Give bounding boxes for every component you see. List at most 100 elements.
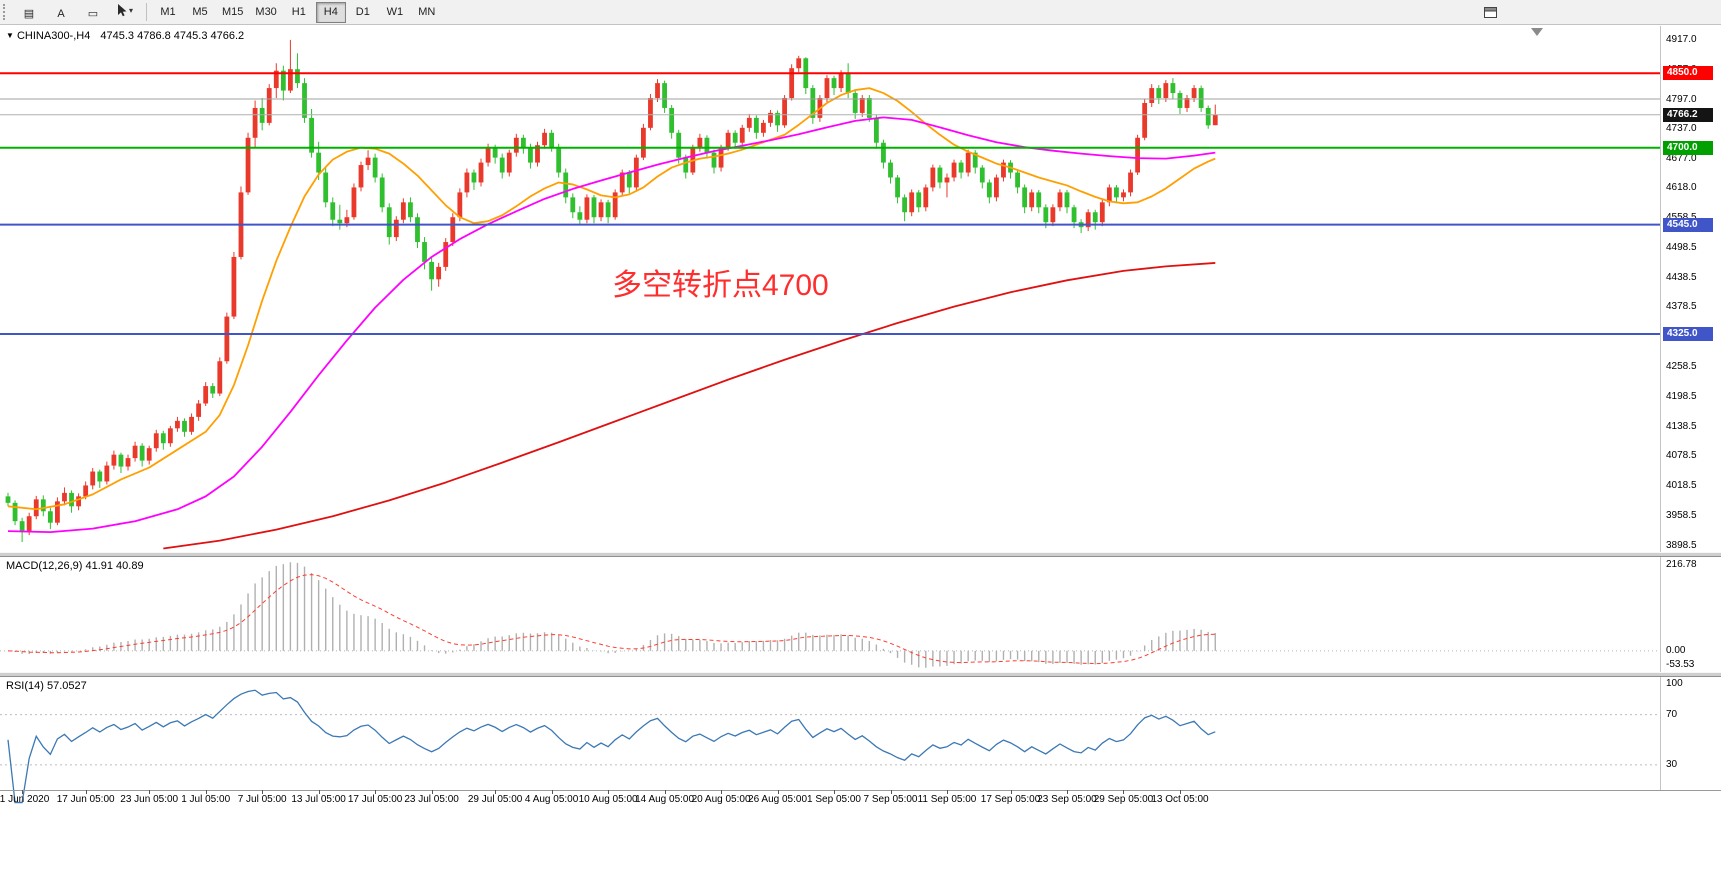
candle <box>323 167 329 208</box>
x-axis-tick <box>149 790 151 794</box>
candle <box>189 413 194 435</box>
candle <box>344 209 350 228</box>
symbol-text: CHINA300-,H4 <box>16 30 91 42</box>
toolbar-grip[interactable] <box>3 4 8 20</box>
candle <box>1071 204 1077 229</box>
y-axis-label: 4797.0 <box>1666 93 1697 105</box>
candle <box>160 430 166 450</box>
chart-annotation-text[interactable]: 多空转折点4700 <box>612 269 829 302</box>
candle <box>90 468 96 490</box>
x-axis-label: 17 Sep 05:00 <box>980 794 1041 805</box>
candle <box>1156 85 1162 104</box>
timeframe-mn-button[interactable]: MN <box>418 6 436 18</box>
candle <box>1099 199 1105 227</box>
candle <box>803 57 809 95</box>
x-axis-tick <box>495 790 497 794</box>
pane-divider[interactable] <box>0 672 1721 677</box>
candle <box>513 133 519 157</box>
candle <box>549 129 555 152</box>
candle <box>1029 189 1035 212</box>
candle <box>683 154 689 179</box>
x-axis-tick <box>205 790 207 794</box>
y-axis-label: 4917.0 <box>1666 33 1697 45</box>
x-axis-tick <box>834 790 836 794</box>
cursor-tool[interactable]: ▾ <box>110 0 140 21</box>
x-axis-label: 14 Aug 05:00 <box>635 794 695 805</box>
ohlc-values: 4745.3 4786.8 4745.3 4766.2 <box>100 30 245 42</box>
candle <box>422 237 427 270</box>
x-axis-tick <box>721 790 723 794</box>
x-axis-tick <box>375 790 377 794</box>
candle <box>944 173 950 198</box>
candle <box>697 133 703 152</box>
symbol-dropdown-icon[interactable]: ▼ <box>6 31 14 40</box>
candle <box>1205 105 1211 129</box>
y-axis-label: 4078.5 <box>1666 450 1697 462</box>
candle <box>605 199 611 224</box>
chart-bars-tool[interactable]: ▤ <box>23 7 35 20</box>
candle <box>633 154 639 190</box>
candle <box>1057 189 1063 212</box>
candle <box>824 75 830 102</box>
timeframe-m15-button[interactable]: M15 <box>222 6 244 18</box>
candle <box>1163 80 1169 102</box>
chart-shift-marker[interactable] <box>1531 28 1543 36</box>
price-axis-border <box>1660 26 1661 790</box>
candle <box>252 100 258 148</box>
candle <box>852 90 858 119</box>
timeframe-h1-button[interactable]: H1 <box>291 6 306 18</box>
text-annotation-tool[interactable]: A <box>57 7 65 20</box>
candle <box>753 115 759 139</box>
shapes-tool[interactable]: ▭ <box>87 7 99 20</box>
candle <box>994 174 999 202</box>
x-axis-label: 1 Jul 05:00 <box>181 794 231 805</box>
timeframe-d1-button[interactable]: D1 <box>355 6 370 18</box>
toolbar: ▤ A ▭ ▾ M1 M5 M15 M30 H1 H4 D1 W1 MN <box>0 0 1721 25</box>
y-axis-label: 4618.0 <box>1666 182 1697 194</box>
candle <box>365 150 371 171</box>
timeframe-w1-button[interactable]: W1 <box>386 6 404 18</box>
candle <box>655 79 660 102</box>
timeframe-m5-button[interactable]: M5 <box>192 6 208 18</box>
candle <box>1022 184 1028 214</box>
toolbar-separator <box>146 3 147 21</box>
candle <box>478 158 484 187</box>
window-icon <box>1484 7 1497 18</box>
candle <box>986 179 992 204</box>
candle <box>358 161 364 192</box>
x-axis-label: 23 Sep 05:00 <box>1037 794 1097 805</box>
candle <box>888 159 893 184</box>
chart-window-icon[interactable] <box>1484 5 1497 23</box>
candle <box>958 160 964 179</box>
x-axis-label: 26 Aug 05:00 <box>748 794 808 805</box>
dropdown-caret-icon: ▾ <box>128 5 133 15</box>
candle <box>1064 189 1070 214</box>
candle <box>12 500 18 526</box>
timeframe-h4-button[interactable]: H4 <box>315 1 346 23</box>
candle <box>619 169 625 197</box>
x-axis-tick <box>777 790 779 794</box>
y-axis-label: 4378.5 <box>1666 301 1697 313</box>
pane-divider[interactable] <box>0 552 1721 557</box>
price-tag: 4766.2 <box>1663 107 1713 122</box>
x-axis-label: 11 Sep 05:00 <box>917 794 977 805</box>
candle <box>464 168 470 198</box>
y-axis-label: 3958.5 <box>1666 509 1697 521</box>
candle <box>528 143 533 169</box>
candle <box>746 113 752 132</box>
candle <box>408 197 413 223</box>
timeframe-m1-button[interactable]: M1 <box>160 6 176 18</box>
candle <box>111 450 117 470</box>
timeframe-m30-button[interactable]: M30 <box>255 6 277 18</box>
macd-axis-label: 0.00 <box>1666 644 1686 656</box>
y-axis-label: 4198.5 <box>1666 390 1697 402</box>
candle <box>118 452 124 474</box>
candle <box>231 252 237 320</box>
candle <box>902 194 908 222</box>
candle <box>1142 99 1148 141</box>
candle <box>471 169 477 190</box>
price-tag: 4850.0 <box>1663 66 1713 81</box>
candle <box>979 165 985 189</box>
x-axis-label: 20 Aug 05:00 <box>691 794 751 805</box>
